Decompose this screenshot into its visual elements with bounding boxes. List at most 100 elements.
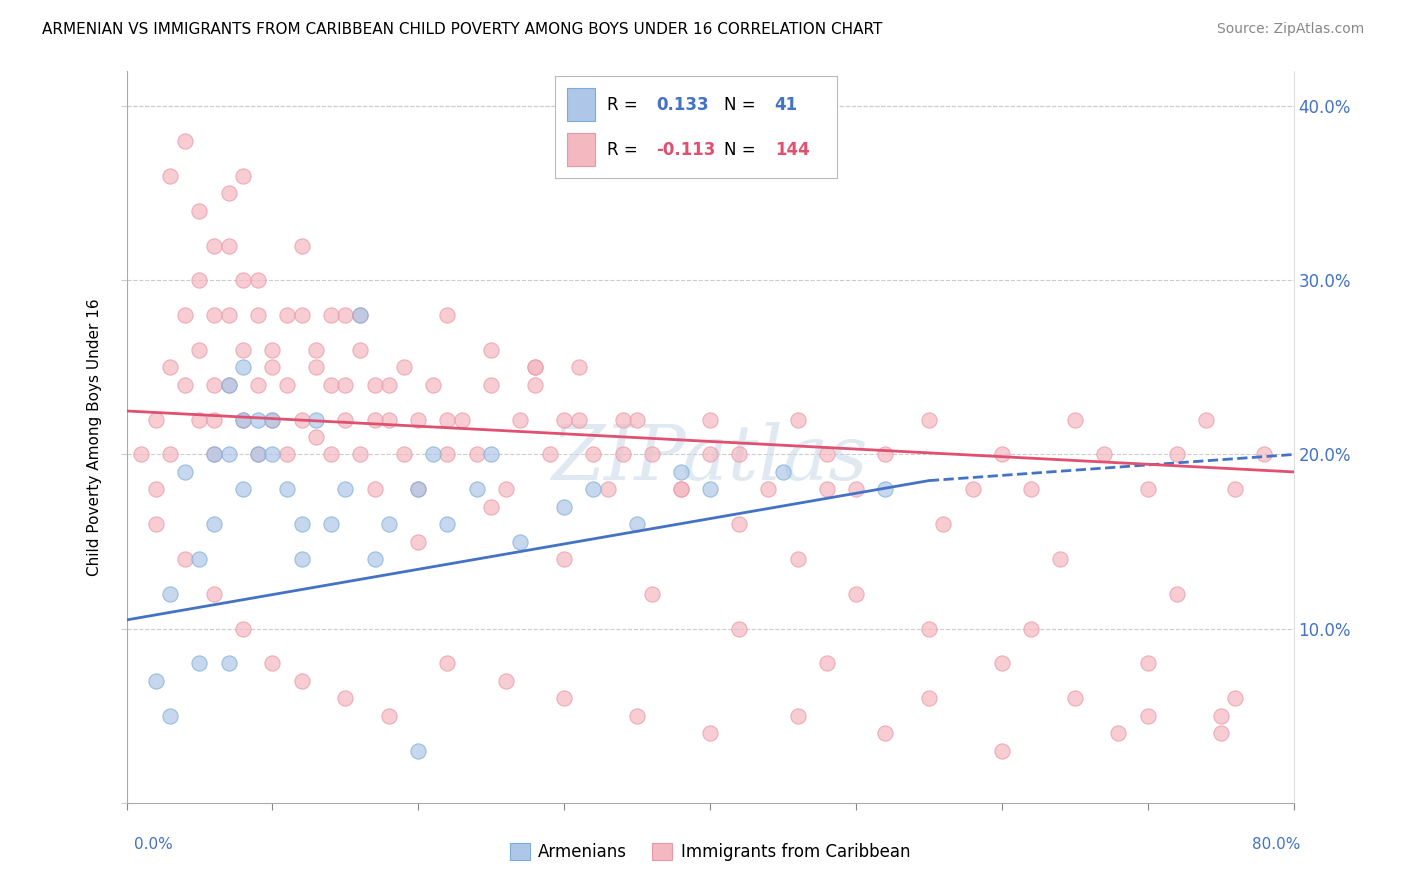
Text: R =: R = bbox=[607, 141, 644, 159]
Point bbox=[319, 448, 342, 462]
Text: ARMENIAN VS IMMIGRANTS FROM CARIBBEAN CHILD POVERTY AMONG BOYS UNDER 16 CORRELAT: ARMENIAN VS IMMIGRANTS FROM CARIBBEAN CH… bbox=[42, 22, 883, 37]
Point bbox=[246, 377, 269, 392]
Point bbox=[159, 708, 181, 723]
Point bbox=[232, 412, 254, 426]
Point bbox=[962, 483, 984, 497]
Point bbox=[276, 483, 298, 497]
Point bbox=[422, 377, 444, 392]
Point bbox=[202, 308, 225, 322]
Point bbox=[145, 483, 167, 497]
Point bbox=[553, 500, 575, 514]
Text: N =: N = bbox=[724, 141, 761, 159]
Point bbox=[479, 377, 502, 392]
Point bbox=[335, 483, 357, 497]
Point bbox=[932, 517, 955, 532]
Point bbox=[246, 448, 269, 462]
Point bbox=[436, 412, 458, 426]
Point bbox=[640, 448, 664, 462]
Point bbox=[232, 360, 254, 375]
Point bbox=[145, 673, 167, 688]
Text: 144: 144 bbox=[775, 141, 810, 159]
Point bbox=[582, 448, 605, 462]
Point bbox=[145, 517, 167, 532]
Text: -0.113: -0.113 bbox=[657, 141, 716, 159]
Point bbox=[202, 448, 225, 462]
Point bbox=[1209, 708, 1232, 723]
Point bbox=[335, 691, 357, 706]
Point bbox=[1166, 448, 1188, 462]
Point bbox=[378, 377, 401, 392]
Point bbox=[728, 622, 751, 636]
Point bbox=[408, 412, 430, 426]
Point bbox=[815, 657, 838, 671]
Point bbox=[276, 308, 298, 322]
Point bbox=[363, 377, 385, 392]
Point bbox=[699, 412, 721, 426]
Point bbox=[290, 412, 312, 426]
Point bbox=[159, 587, 181, 601]
Point bbox=[188, 273, 211, 287]
Text: R =: R = bbox=[607, 95, 644, 113]
Point bbox=[188, 657, 211, 671]
Point bbox=[202, 412, 225, 426]
Point bbox=[436, 657, 458, 671]
Point bbox=[188, 343, 211, 357]
Point bbox=[728, 517, 751, 532]
Point bbox=[815, 448, 838, 462]
Point bbox=[349, 343, 371, 357]
Point bbox=[479, 500, 502, 514]
Point bbox=[202, 238, 225, 252]
Point bbox=[174, 465, 197, 479]
Point bbox=[246, 448, 269, 462]
Point bbox=[524, 360, 547, 375]
Text: 0.133: 0.133 bbox=[657, 95, 709, 113]
Point bbox=[1049, 552, 1071, 566]
Point bbox=[232, 343, 254, 357]
Point bbox=[553, 691, 575, 706]
Point bbox=[1063, 691, 1085, 706]
FancyBboxPatch shape bbox=[567, 88, 595, 121]
Point bbox=[408, 483, 430, 497]
Point bbox=[479, 448, 502, 462]
Point bbox=[990, 448, 1012, 462]
Point bbox=[378, 517, 401, 532]
Point bbox=[786, 708, 808, 723]
Point bbox=[363, 552, 385, 566]
Point bbox=[218, 448, 240, 462]
Point bbox=[669, 483, 692, 497]
Point bbox=[232, 483, 254, 497]
Point bbox=[335, 377, 357, 392]
Point bbox=[276, 448, 298, 462]
Point bbox=[159, 360, 181, 375]
Point bbox=[495, 483, 517, 497]
Point bbox=[640, 587, 664, 601]
Point bbox=[349, 308, 371, 322]
Point bbox=[612, 412, 634, 426]
Point bbox=[524, 360, 547, 375]
Point bbox=[1223, 691, 1246, 706]
Point bbox=[612, 448, 634, 462]
Point bbox=[188, 552, 211, 566]
Point bbox=[262, 360, 284, 375]
Point bbox=[319, 308, 342, 322]
Point bbox=[422, 448, 444, 462]
Point bbox=[363, 412, 385, 426]
Point bbox=[232, 412, 254, 426]
Point bbox=[1195, 412, 1218, 426]
Point bbox=[756, 483, 779, 497]
Point bbox=[699, 726, 721, 740]
Point bbox=[465, 483, 488, 497]
Point bbox=[772, 465, 794, 479]
Point bbox=[1019, 622, 1042, 636]
Point bbox=[1209, 726, 1232, 740]
Point bbox=[378, 708, 401, 723]
Point bbox=[218, 657, 240, 671]
Point bbox=[1136, 483, 1159, 497]
Point bbox=[290, 238, 312, 252]
Text: N =: N = bbox=[724, 95, 761, 113]
Text: 41: 41 bbox=[775, 95, 797, 113]
Point bbox=[875, 726, 897, 740]
Point bbox=[845, 483, 868, 497]
Text: ZIPatlas: ZIPatlas bbox=[551, 422, 869, 496]
Point bbox=[451, 412, 474, 426]
